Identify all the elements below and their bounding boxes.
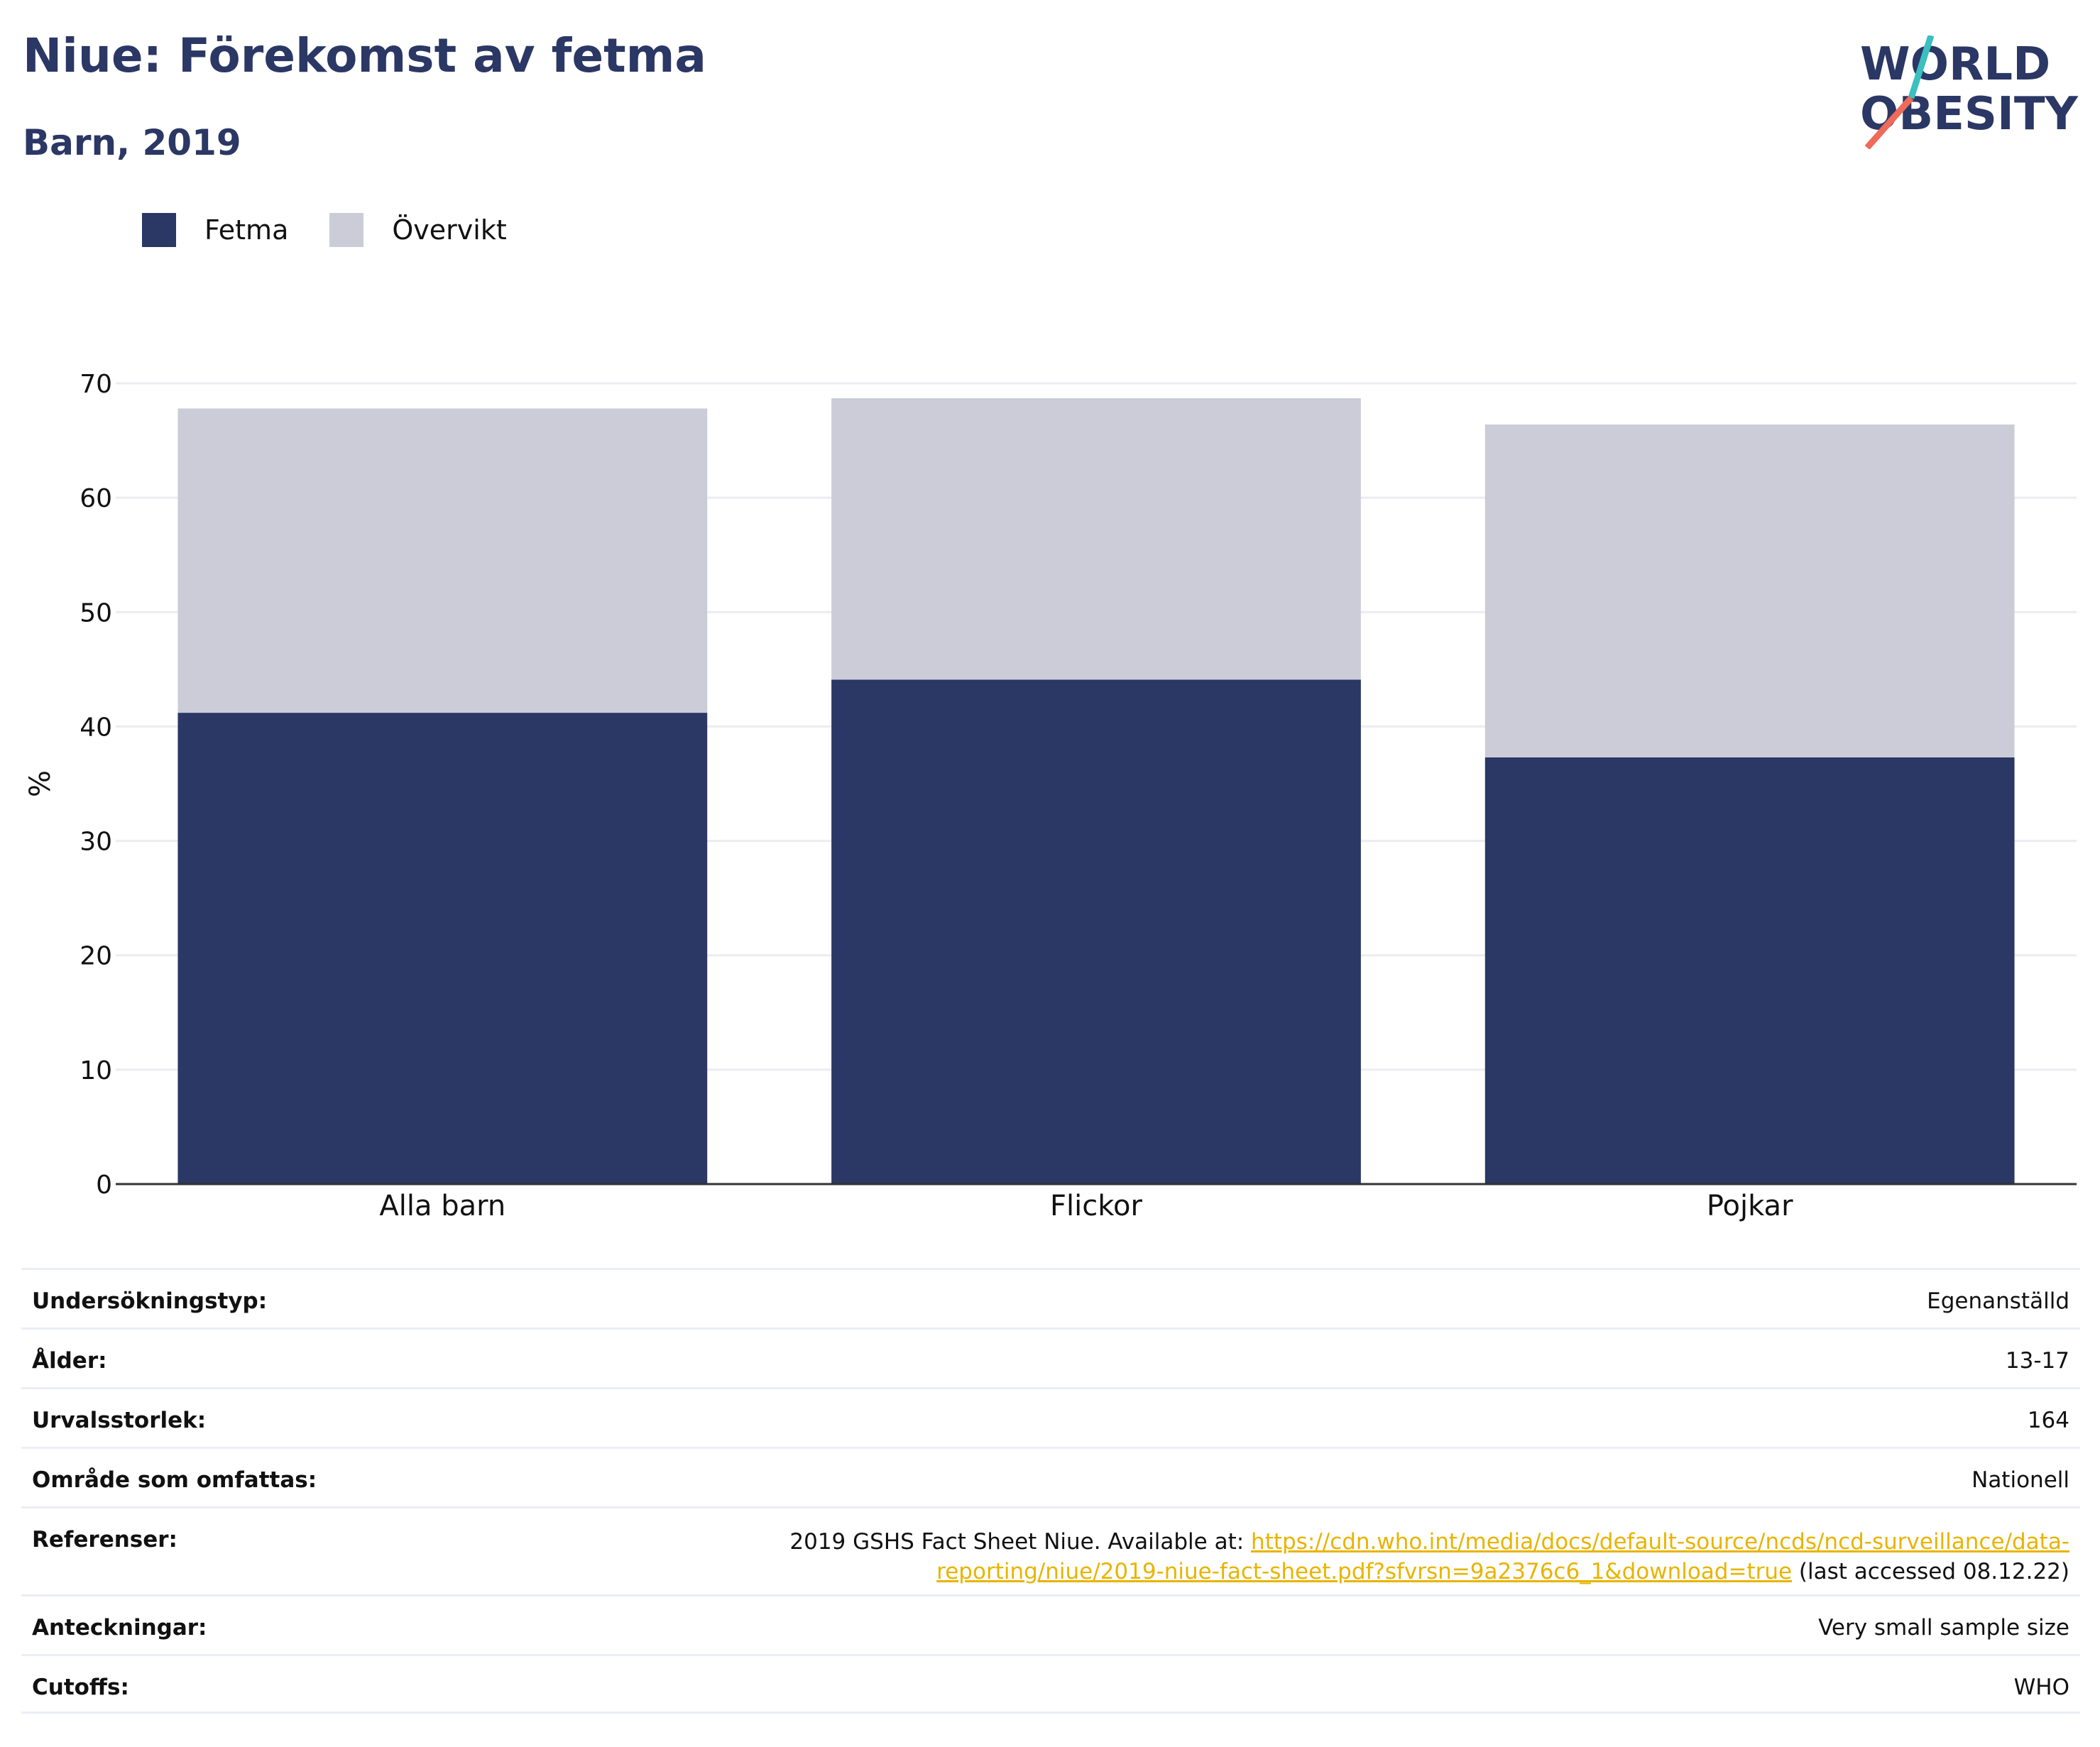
legend-item-fetma[interactable]: Fetma (142, 213, 288, 247)
world-obesity-logo: WORLD OBESITY (1860, 35, 2078, 149)
meta-label-sample-size: Urvalsstorlek: (32, 1408, 207, 1433)
meta-value-age: 13-17 (2005, 1348, 2069, 1374)
meta-row-references: Referenser: 2019 GSHS Fact Sheet Niue. A… (21, 1506, 2080, 1594)
meta-value-survey-type: Egenanställd (1927, 1288, 2069, 1314)
y-tick-label-20: 20 (80, 942, 112, 971)
x-tick-label-1: Flickor (1050, 1190, 1142, 1222)
reference-suffix: (last accessed 08.12.22) (1792, 1559, 2069, 1584)
meta-value-cutoffs: WHO (2013, 1675, 2069, 1700)
meta-label-cutoffs: Cutoffs: (32, 1675, 129, 1700)
y-tick-label-40: 40 (80, 713, 112, 742)
meta-label-area: Område som omfattas: (32, 1467, 317, 1493)
meta-value-notes: Very small sample size (1818, 1615, 2069, 1641)
legend-label-overvikt: Övervikt (392, 214, 507, 246)
reference-line-1: 2019 GSHS Fact Sheet Niue. Available at:… (789, 1527, 2069, 1557)
bar-pojkar-series-1 (1484, 425, 2015, 757)
y-tick-label-70: 70 (80, 370, 112, 399)
x-tick-label-0: Alla barn (379, 1190, 505, 1222)
y-axis-title: % (24, 770, 57, 797)
reference-line-2: reporting/niue/2019-niue-fact-sheet.pdf?… (789, 1557, 2069, 1587)
bar-flickor-series-1 (831, 398, 1361, 680)
meta-row-cutoffs: Cutoffs: WHO (21, 1654, 2080, 1714)
y-tick-label-50: 50 (80, 598, 112, 628)
meta-value-sample-size: 164 (2027, 1408, 2069, 1433)
reference-link-part-2[interactable]: reporting/niue/2019-niue-fact-sheet.pdf?… (936, 1559, 1793, 1584)
legend-item-overvikt[interactable]: Övervikt (329, 213, 507, 247)
meta-row-area: Område som omfattas: Nationell (21, 1447, 2080, 1506)
y-tick-label-10: 10 (80, 1056, 112, 1085)
meta-row-age: Ålder: 13-17 (21, 1327, 2080, 1387)
logo-text-world: WORLD (1860, 38, 2050, 91)
survey-info-table: Undersökningstyp: Egenanställd Ålder: 13… (21, 1268, 2080, 1714)
meta-label-notes: Anteckningar: (32, 1615, 207, 1641)
legend-label-fetma: Fetma (204, 214, 289, 246)
x-tick-label-2: Pojkar (1707, 1190, 1793, 1222)
meta-row-notes: Anteckningar: Very small sample size (21, 1594, 2080, 1654)
meta-value-area: Nationell (1972, 1467, 2069, 1493)
y-tick-label-30: 30 (80, 828, 112, 857)
meta-label-age: Ålder: (32, 1348, 107, 1374)
meta-label-references: Referenser: (32, 1527, 177, 1552)
meta-value-references: 2019 GSHS Fact Sheet Niue. Available at:… (789, 1527, 2069, 1587)
meta-label-survey-type: Undersökningstyp: (32, 1288, 268, 1314)
legend-swatch-fetma (142, 213, 176, 247)
chart-subtitle: Barn, 2019 (23, 122, 241, 163)
logo-slash-teal (1908, 35, 1935, 99)
chart-legend: Fetma Övervikt (142, 210, 548, 250)
meta-row-sample-size: Urvalsstorlek: 164 (21, 1387, 2080, 1447)
y-tick-label-0: 0 (96, 1171, 112, 1200)
reference-prefix: 2019 GSHS Fact Sheet Niue. Available at: (789, 1529, 1252, 1555)
meta-row-survey-type: Undersökningstyp: Egenanställd (21, 1268, 2080, 1327)
logo-slash-coral (1864, 96, 1914, 149)
y-tick-label-60: 60 (80, 484, 112, 513)
bar-pojkar-series-0 (1484, 757, 2015, 1184)
bar-alla-barn-series-0 (177, 713, 708, 1184)
chart-title: Niue: Förekomst av fetma (23, 28, 706, 83)
legend-swatch-overvikt (329, 213, 364, 247)
bar-flickor-series-0 (831, 679, 1361, 1184)
reference-link-part-1[interactable]: https://cdn.who.int/media/docs/default-s… (1251, 1529, 2069, 1555)
stacked-bar-chart: 0 10 20 30 40 50 60 70 Alla barn Flickor Pojkar% (24, 370, 2077, 1222)
bar-alla-barn-series-1 (177, 408, 708, 713)
